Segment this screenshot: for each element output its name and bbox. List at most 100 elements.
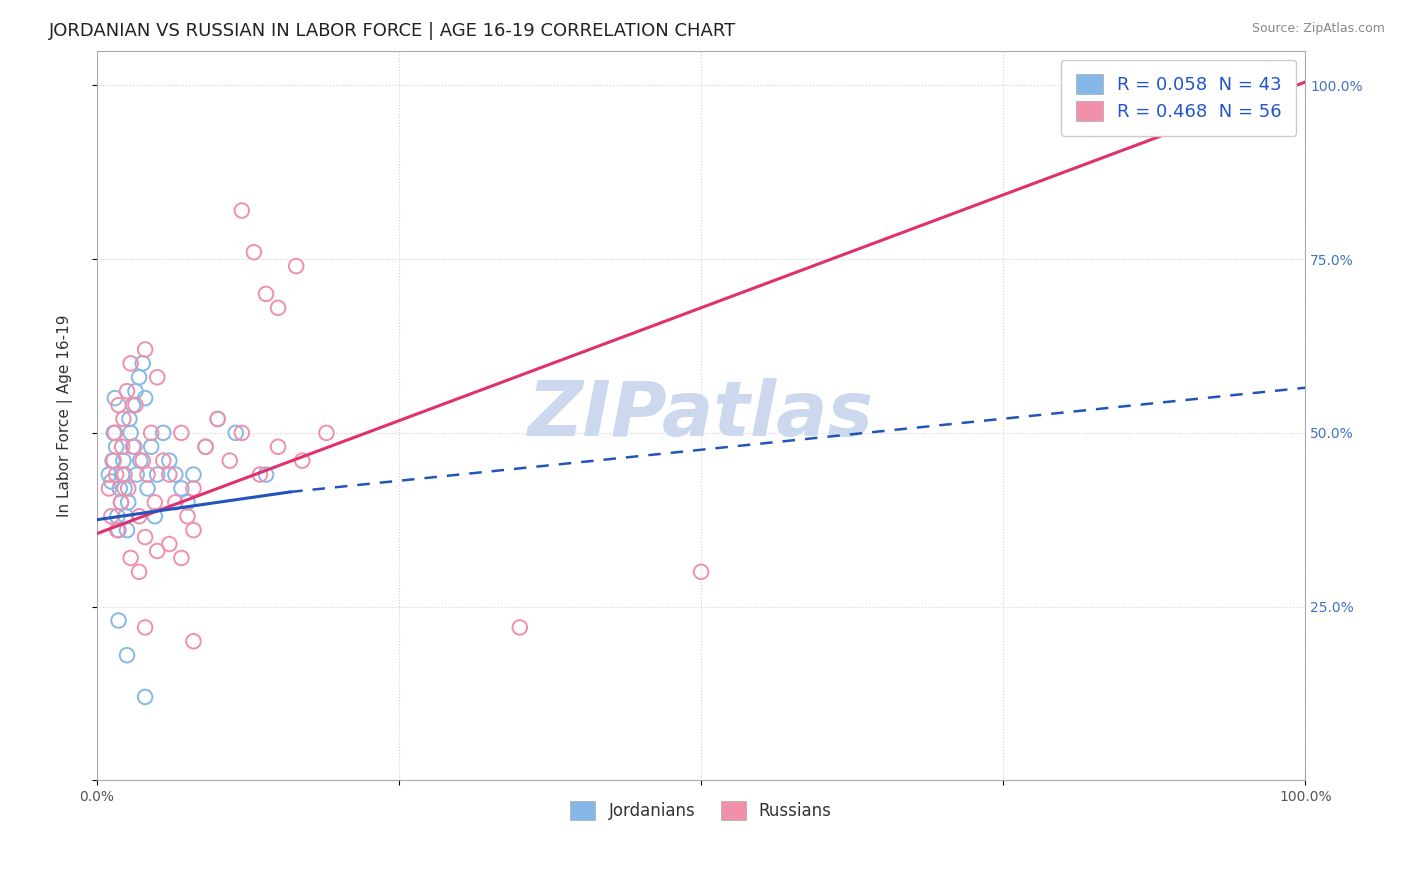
Point — [146, 467, 169, 482]
Point — [103, 453, 125, 467]
Point — [170, 482, 193, 496]
Point — [176, 509, 198, 524]
Point — [134, 530, 156, 544]
Point — [112, 453, 135, 467]
Point — [122, 440, 145, 454]
Point — [141, 440, 163, 454]
Point — [176, 495, 198, 509]
Point — [108, 482, 131, 496]
Point — [690, 565, 713, 579]
Point — [141, 425, 163, 440]
Point — [146, 544, 169, 558]
Point — [97, 482, 120, 496]
Point — [207, 412, 229, 426]
Point — [152, 425, 174, 440]
Point — [111, 440, 134, 454]
Point — [218, 453, 240, 467]
Point — [132, 453, 155, 467]
Point — [105, 509, 128, 524]
Point — [134, 343, 156, 357]
Point — [132, 356, 155, 370]
Point — [128, 370, 150, 384]
Point — [104, 425, 127, 440]
Point — [254, 286, 277, 301]
Point — [157, 537, 180, 551]
Point — [122, 398, 145, 412]
Point — [107, 398, 129, 412]
Point — [118, 412, 141, 426]
Point — [183, 523, 205, 537]
Point — [254, 467, 277, 482]
Point — [125, 467, 148, 482]
Point — [225, 425, 247, 440]
Point — [134, 620, 156, 634]
Point — [315, 425, 337, 440]
Point — [157, 453, 180, 467]
Point — [143, 509, 166, 524]
Point — [114, 482, 136, 496]
Point — [105, 440, 128, 454]
Point — [111, 467, 134, 482]
Point — [136, 467, 159, 482]
Point — [97, 467, 120, 482]
Point — [136, 482, 159, 496]
Text: JORDANIAN VS RUSSIAN IN LABOR FORCE | AGE 16-19 CORRELATION CHART: JORDANIAN VS RUSSIAN IN LABOR FORCE | AG… — [49, 22, 737, 40]
Point — [134, 391, 156, 405]
Point — [165, 495, 187, 509]
Point — [143, 495, 166, 509]
Point — [100, 509, 122, 524]
Point — [115, 648, 138, 663]
Point — [114, 509, 136, 524]
Point — [115, 384, 138, 399]
Point — [291, 453, 314, 467]
Point — [509, 620, 531, 634]
Point — [100, 475, 122, 489]
Text: ZIPatlas: ZIPatlas — [529, 378, 875, 452]
Point — [124, 398, 146, 412]
Point — [110, 495, 132, 509]
Point — [117, 482, 139, 496]
Point — [152, 453, 174, 467]
Point — [134, 690, 156, 704]
Point — [231, 203, 253, 218]
Point — [115, 523, 138, 537]
Point — [128, 565, 150, 579]
Point — [157, 467, 180, 482]
Point — [104, 391, 127, 405]
Point — [1270, 82, 1292, 96]
Point — [165, 467, 187, 482]
Point — [183, 634, 205, 648]
Point — [267, 440, 290, 454]
Point — [183, 467, 205, 482]
Point — [110, 495, 132, 509]
Point — [249, 467, 271, 482]
Point — [105, 467, 128, 482]
Point — [122, 440, 145, 454]
Point — [120, 550, 142, 565]
Point — [128, 509, 150, 524]
Point — [112, 412, 135, 426]
Point — [129, 453, 152, 467]
Point — [207, 412, 229, 426]
Point — [101, 453, 124, 467]
Point — [117, 495, 139, 509]
Point — [107, 614, 129, 628]
Point — [105, 523, 128, 537]
Point — [146, 370, 169, 384]
Point — [170, 550, 193, 565]
Point — [243, 245, 266, 260]
Point — [124, 384, 146, 399]
Point — [120, 425, 142, 440]
Text: Source: ZipAtlas.com: Source: ZipAtlas.com — [1251, 22, 1385, 36]
Point — [120, 356, 142, 370]
Point — [285, 259, 308, 273]
Legend: Jordanians, Russians: Jordanians, Russians — [564, 795, 838, 827]
Point — [267, 301, 290, 315]
Point — [183, 482, 205, 496]
Point — [107, 523, 129, 537]
Point — [194, 440, 217, 454]
Point — [114, 467, 136, 482]
Point — [103, 425, 125, 440]
Point — [231, 425, 253, 440]
Y-axis label: In Labor Force | Age 16-19: In Labor Force | Age 16-19 — [58, 314, 73, 516]
